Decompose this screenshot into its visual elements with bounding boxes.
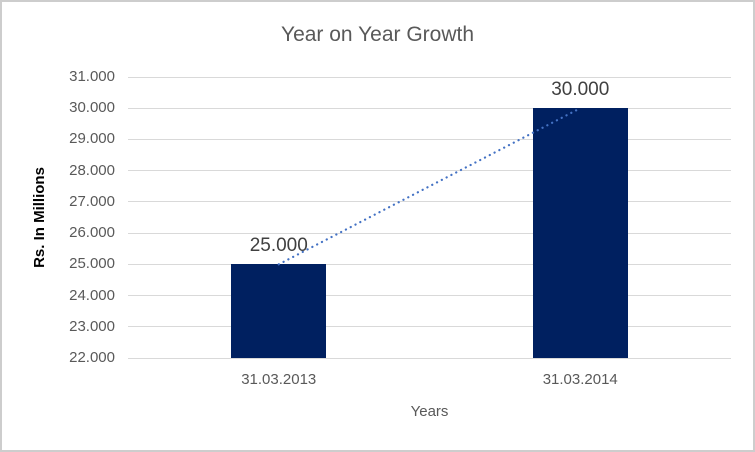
y-axis-tick-label: 29.000	[69, 130, 115, 148]
bar-value-label: 25.000	[249, 235, 308, 257]
gridline	[128, 201, 731, 203]
y-axis-tick-label: 25.000	[69, 255, 115, 273]
bar	[231, 264, 327, 358]
y-axis-tick-label: 22.000	[69, 349, 115, 366]
x-axis-category-label: 31.03.2014	[542, 371, 618, 388]
gridline	[128, 170, 731, 172]
chart-title: Year on Year Growth	[280, 23, 475, 46]
gridline	[128, 357, 731, 359]
x-axis-title: Years	[410, 403, 449, 420]
y-axis-tick-label: 31.000	[69, 68, 115, 85]
gridline	[128, 295, 731, 297]
gridline	[128, 76, 731, 78]
gridline	[128, 326, 731, 328]
y-axis-tick-label: 27.000	[69, 192, 115, 210]
x-axis-category-label: 31.03.2013	[241, 371, 317, 388]
y-axis-tick-label: 23.000	[69, 317, 115, 335]
y-axis-tick-label: 28.000	[69, 161, 115, 179]
y-axis-tick-label: 24.000	[69, 286, 115, 304]
bar	[532, 108, 628, 358]
bar-value-label: 30.000	[551, 79, 610, 101]
y-axis-tick-label: 26.000	[69, 224, 115, 242]
gridline	[128, 138, 731, 140]
y-axis-tick-label: 30.000	[69, 99, 115, 117]
gridline	[128, 232, 731, 234]
gridline	[128, 107, 731, 109]
gridline	[128, 263, 731, 265]
